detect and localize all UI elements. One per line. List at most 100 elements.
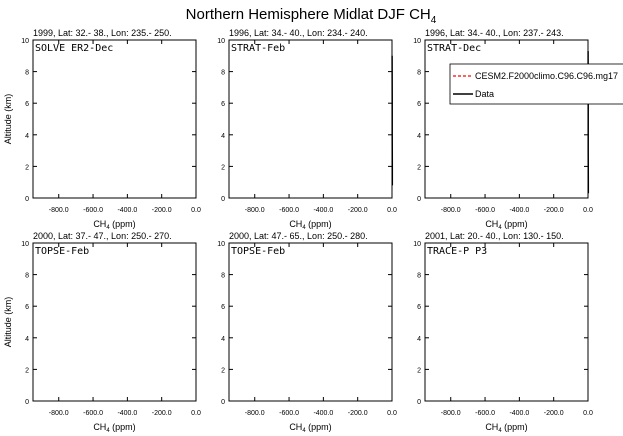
y-tick-label: 4 bbox=[417, 133, 421, 140]
figure-title: Northern Hemisphere Midlat DJF CH4 bbox=[186, 6, 437, 26]
chart-panel-1: 1999, Lat: 32.- 38., Lon: 235.- 250. SOLV… bbox=[3, 28, 201, 231]
chart-panel-2: 1996, Lat: 34.- 40., Lon: 234.- 240. STRA… bbox=[217, 28, 397, 231]
panel-header: 1996, Lat: 34.- 40., Lon: 237.- 243. bbox=[425, 28, 564, 38]
campaign-label: TOPSE-Feb bbox=[35, 246, 89, 257]
x-tick-label: -800.0 bbox=[245, 207, 265, 214]
x-tick-label: -800.0 bbox=[441, 207, 461, 214]
campaign-label: STRAT-Feb bbox=[231, 43, 285, 54]
x-tick-label: -200.0 bbox=[348, 207, 368, 214]
x-tick-label: -600.0 bbox=[279, 410, 299, 417]
x-axis-label-main: CH bbox=[485, 422, 498, 432]
x-axis-label: CH4 (ppm) bbox=[485, 422, 527, 434]
x-tick-label: -400.0 bbox=[509, 410, 529, 417]
x-tick-label: -800.0 bbox=[49, 207, 69, 214]
x-axis-label: CH4 (ppm) bbox=[289, 422, 331, 434]
y-tick-label: 2 bbox=[221, 367, 225, 374]
x-tick-label: -600.0 bbox=[83, 410, 103, 417]
x-tick-label: -600.0 bbox=[475, 410, 495, 417]
plot-frame bbox=[32, 242, 197, 402]
x-tick-label: 0.0 bbox=[583, 207, 593, 214]
plot-frame bbox=[228, 39, 393, 199]
y-tick-label: 0 bbox=[417, 399, 421, 406]
plot-frame bbox=[424, 242, 589, 402]
x-axis-label-subscript: 4 bbox=[106, 428, 110, 434]
x-axis-label-subscript: 4 bbox=[302, 428, 306, 434]
x-tick-label: -800.0 bbox=[49, 410, 69, 417]
panel-header: 2001, Lat: 20.- 40., Lon: 130.- 150. bbox=[425, 231, 564, 241]
y-tick-label: 2 bbox=[417, 164, 421, 171]
y-tick-label: 0 bbox=[25, 399, 29, 406]
y-tick-label: 8 bbox=[221, 273, 225, 280]
y-axis-label: Altitude (km) bbox=[3, 94, 13, 145]
campaign-label: STRAT-Dec bbox=[427, 43, 481, 54]
y-tick-label: 6 bbox=[221, 101, 225, 108]
y-tick-label: 6 bbox=[221, 304, 225, 311]
x-axis-label: CH4 (ppm) bbox=[289, 219, 331, 231]
legend-label-data: Data bbox=[475, 89, 494, 99]
y-tick-label: 10 bbox=[21, 38, 29, 45]
x-tick-label: -600.0 bbox=[83, 207, 103, 214]
y-tick-label: 4 bbox=[221, 133, 225, 140]
x-tick-label: -200.0 bbox=[544, 410, 564, 417]
x-axis-label-subscript: 4 bbox=[302, 225, 306, 231]
x-tick-label: -400.0 bbox=[313, 410, 333, 417]
x-tick-label: 0.0 bbox=[191, 207, 201, 214]
x-axis-label-subscript: 4 bbox=[106, 225, 110, 231]
y-tick-label: 2 bbox=[417, 367, 421, 374]
x-tick-label: -200.0 bbox=[152, 207, 172, 214]
panel-header: 1996, Lat: 34.- 40., Lon: 234.- 240. bbox=[229, 28, 368, 38]
plot-frame bbox=[228, 242, 393, 402]
legend-box bbox=[449, 63, 623, 105]
y-tick-label: 0 bbox=[221, 399, 225, 406]
chart-panel-6: 2001, Lat: 20.- 40., Lon: 130.- 150. TRAC… bbox=[413, 231, 593, 434]
y-tick-label: 0 bbox=[221, 196, 225, 203]
x-axis-label: CH4 (ppm) bbox=[93, 422, 135, 434]
x-axis-label-unit: (ppm) bbox=[306, 422, 332, 432]
x-tick-label: -800.0 bbox=[441, 410, 461, 417]
y-tick-label: 4 bbox=[221, 336, 225, 343]
y-tick-label: 6 bbox=[417, 101, 421, 108]
y-axis-label: Altitude (km) bbox=[3, 297, 13, 348]
chart-panel-5: 2000, Lat: 47.- 65., Lon: 250.- 280. TOPS… bbox=[217, 231, 397, 434]
x-axis-label: CH4 (ppm) bbox=[485, 219, 527, 231]
x-tick-label: -600.0 bbox=[475, 207, 495, 214]
y-tick-label: 8 bbox=[25, 273, 29, 280]
legend-label-model: CESM2.F2000climo.C96.C96.mg17 bbox=[475, 71, 618, 81]
x-tick-label: -400.0 bbox=[313, 207, 333, 214]
y-tick-label: 10 bbox=[217, 241, 225, 248]
y-tick-label: 6 bbox=[417, 304, 421, 311]
x-axis-label-unit: (ppm) bbox=[502, 422, 528, 432]
figure-title-subscript: 4 bbox=[431, 15, 437, 26]
x-tick-label: -400.0 bbox=[509, 207, 529, 214]
panels: 1999, Lat: 32.- 38., Lon: 235.- 250. SOLV… bbox=[3, 28, 623, 434]
x-tick-label: -400.0 bbox=[117, 410, 137, 417]
panel-header: 2000, Lat: 37.- 47., Lon: 250.- 270. bbox=[33, 231, 172, 241]
figure-title-main: Northern Hemisphere Midlat DJF CH bbox=[186, 6, 431, 23]
panel-header: 1999, Lat: 32.- 38., Lon: 235.- 250. bbox=[33, 28, 172, 38]
y-tick-label: 8 bbox=[25, 70, 29, 77]
y-tick-label: 10 bbox=[217, 38, 225, 45]
x-tick-label: 0.0 bbox=[583, 410, 593, 417]
x-tick-label: -200.0 bbox=[152, 410, 172, 417]
x-axis-label: CH4 (ppm) bbox=[93, 219, 135, 231]
y-tick-label: 8 bbox=[417, 70, 421, 77]
x-tick-label: -400.0 bbox=[117, 207, 137, 214]
x-tick-label: -600.0 bbox=[279, 207, 299, 214]
x-axis-label-unit: (ppm) bbox=[306, 219, 332, 229]
x-axis-label-main: CH bbox=[289, 422, 302, 432]
chart-panel-3: 1996, Lat: 34.- 40., Lon: 237.- 243. STRA… bbox=[413, 28, 623, 231]
y-tick-label: 6 bbox=[25, 101, 29, 108]
campaign-label: SOLVE ER2-Dec bbox=[35, 43, 113, 54]
x-tick-label: 0.0 bbox=[191, 410, 201, 417]
y-tick-label: 2 bbox=[221, 164, 225, 171]
x-tick-label: -200.0 bbox=[348, 410, 368, 417]
y-tick-label: 0 bbox=[417, 196, 421, 203]
y-tick-label: 4 bbox=[417, 336, 421, 343]
y-tick-label: 4 bbox=[25, 336, 29, 343]
legend: CESM2.F2000climo.C96.C96.mg17 Data bbox=[449, 63, 623, 105]
x-tick-label: 0.0 bbox=[387, 410, 397, 417]
y-tick-label: 2 bbox=[25, 164, 29, 171]
chart-panel-4: 2000, Lat: 37.- 47., Lon: 250.- 270. TOPS… bbox=[3, 231, 201, 434]
y-tick-label: 6 bbox=[25, 304, 29, 311]
